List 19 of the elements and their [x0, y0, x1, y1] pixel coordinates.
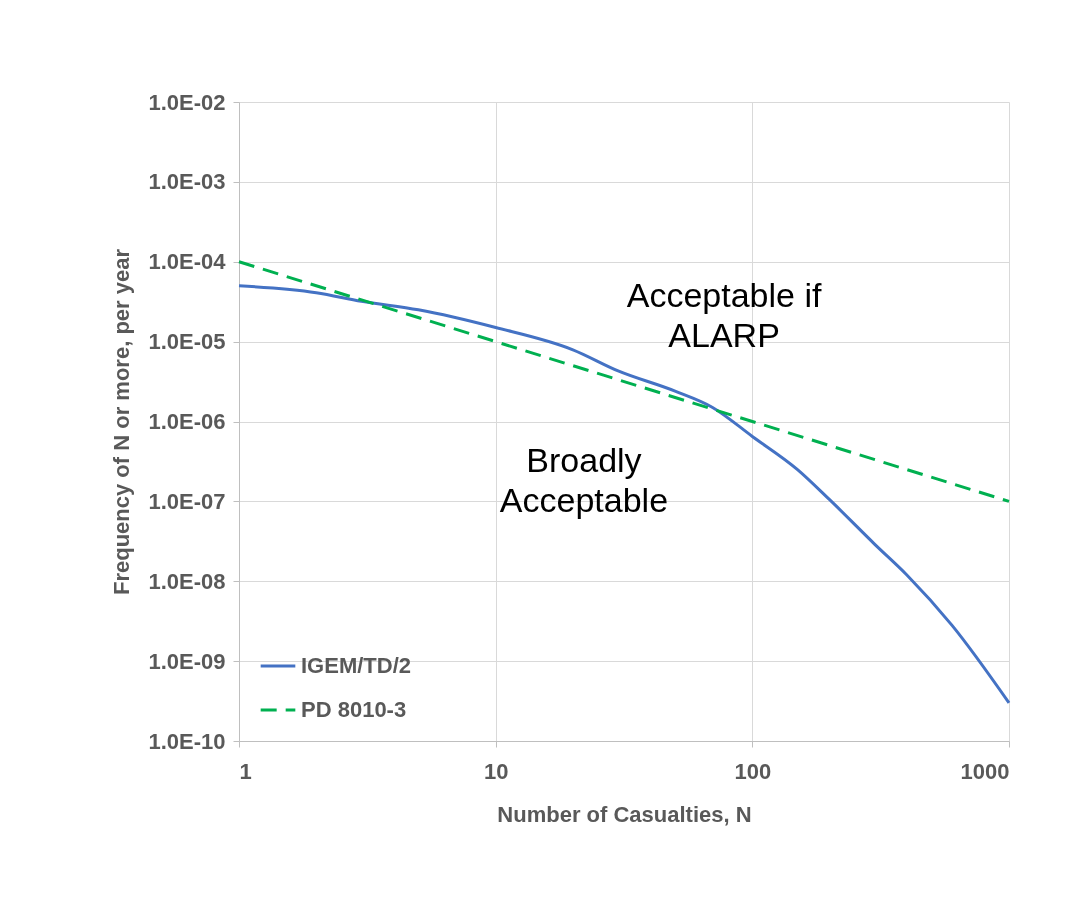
y-tick-label: 1.0E-10	[148, 728, 226, 754]
x-tick-label: 100	[734, 758, 772, 784]
annotation: Acceptable if ALARP	[626, 275, 822, 354]
y-tick-label: 1.0E-05	[148, 329, 226, 355]
x-tick-label: 10	[483, 758, 509, 784]
y-tick-label: 1.0E-08	[148, 568, 226, 594]
y-tick-label: 1.0E-03	[148, 169, 226, 195]
x-axis-title: Number of Casualties, N	[497, 801, 752, 827]
y-tick-label: 1.0E-07	[148, 488, 226, 514]
annotation: Broadly Acceptable	[499, 440, 669, 519]
y-tick-label: 1.0E-02	[148, 89, 226, 115]
x-tick-label: 1000	[960, 758, 1010, 784]
y-axis-title: Frequency of N or more, per year	[109, 248, 135, 595]
y-tick-label: 1.0E-06	[148, 409, 226, 434]
x-tick-label: 1	[239, 758, 252, 784]
y-tick-label: 1.0E-04	[148, 249, 227, 275]
y-tick-label: 1.0E-09	[148, 648, 226, 674]
legend-label: IGEM/TD/2	[301, 653, 412, 678]
legend-label: PD 8010-3	[301, 697, 407, 722]
